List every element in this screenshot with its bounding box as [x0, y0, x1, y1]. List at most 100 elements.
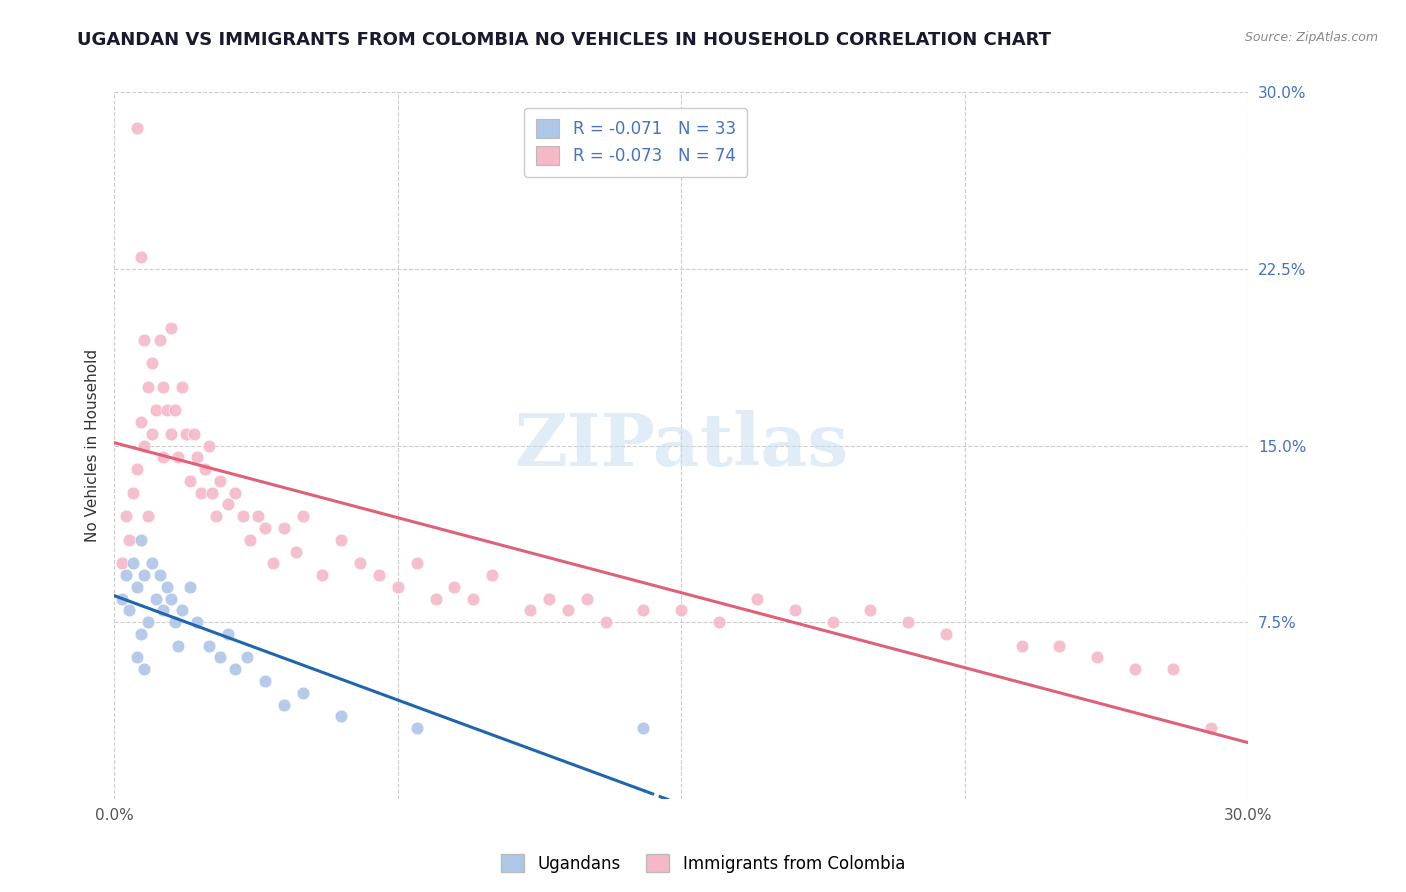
Point [519, 603, 541, 617]
Point [292, 686, 315, 700]
Point [167, 450, 190, 465]
Text: UGANDAN VS IMMIGRANTS FROM COLOMBIA NO VEHICLES IN HOUSEHOLD CORRELATION CHART: UGANDAN VS IMMIGRANTS FROM COLOMBIA NO V… [77, 31, 1052, 49]
Point [152, 450, 174, 465]
Point [1161, 662, 1184, 676]
Point [134, 333, 156, 347]
Point [1011, 639, 1033, 653]
Point [783, 603, 806, 617]
Point [595, 615, 617, 629]
Point [575, 591, 598, 606]
Legend: R = -0.071   N = 33, R = -0.073   N = 74: R = -0.071 N = 33, R = -0.073 N = 74 [524, 108, 748, 177]
Point [1085, 650, 1108, 665]
Point [367, 568, 389, 582]
Point [125, 120, 148, 135]
Point [160, 321, 183, 335]
Point [232, 509, 254, 524]
Point [1047, 639, 1070, 653]
Point [141, 356, 163, 370]
Point [330, 533, 353, 547]
Point [129, 415, 152, 429]
Point [217, 497, 239, 511]
Legend: Ugandans, Immigrants from Colombia: Ugandans, Immigrants from Colombia [495, 847, 911, 880]
Point [152, 603, 174, 617]
Point [217, 627, 239, 641]
Point [114, 568, 136, 582]
Point [179, 580, 201, 594]
Point [443, 580, 465, 594]
Point [1123, 662, 1146, 676]
Point [163, 615, 186, 629]
Point [167, 639, 190, 653]
Point [125, 580, 148, 594]
Point [859, 603, 882, 617]
Point [152, 380, 174, 394]
Point [311, 568, 333, 582]
Text: ZIPatlas: ZIPatlas [515, 410, 848, 481]
Point [172, 603, 194, 617]
Point [118, 603, 141, 617]
Point [156, 580, 179, 594]
Point [179, 474, 201, 488]
Point [186, 450, 208, 465]
Point [821, 615, 844, 629]
Point [254, 521, 277, 535]
Point [145, 403, 167, 417]
Point [224, 485, 246, 500]
Point [125, 650, 148, 665]
Point [262, 556, 284, 570]
Point [134, 568, 156, 582]
Point [186, 615, 208, 629]
Point [671, 603, 693, 617]
Point [136, 615, 159, 629]
Point [172, 380, 194, 394]
Point [122, 556, 145, 570]
Point [1199, 721, 1222, 735]
Point [387, 580, 409, 594]
Point [284, 544, 307, 558]
Point [209, 474, 232, 488]
Point [481, 568, 503, 582]
Point [246, 509, 269, 524]
Point [405, 721, 427, 735]
Point [197, 639, 219, 653]
Point [118, 533, 141, 547]
Point [129, 250, 152, 264]
Point [349, 556, 371, 570]
Point [205, 509, 228, 524]
Point [183, 426, 205, 441]
Point [425, 591, 447, 606]
Point [707, 615, 730, 629]
Point [235, 650, 257, 665]
Point [463, 591, 485, 606]
Point [557, 603, 579, 617]
Point [160, 426, 183, 441]
Point [156, 403, 179, 417]
Point [160, 591, 183, 606]
Y-axis label: No Vehicles in Household: No Vehicles in Household [86, 349, 100, 542]
Point [537, 591, 560, 606]
Text: Source: ZipAtlas.com: Source: ZipAtlas.com [1244, 31, 1378, 45]
Point [141, 426, 163, 441]
Point [633, 721, 655, 735]
Point [201, 485, 224, 500]
Point [141, 556, 163, 570]
Point [330, 709, 353, 723]
Point [125, 462, 148, 476]
Point [129, 627, 152, 641]
Point [190, 485, 212, 500]
Point [254, 673, 277, 688]
Point [273, 521, 295, 535]
Point [114, 509, 136, 524]
Point [935, 627, 957, 641]
Point [292, 509, 315, 524]
Point [129, 533, 152, 547]
Point [209, 650, 232, 665]
Point [111, 591, 134, 606]
Point [122, 485, 145, 500]
Point [134, 662, 156, 676]
Point [745, 591, 768, 606]
Point [136, 380, 159, 394]
Point [239, 533, 262, 547]
Point [136, 509, 159, 524]
Point [224, 662, 246, 676]
